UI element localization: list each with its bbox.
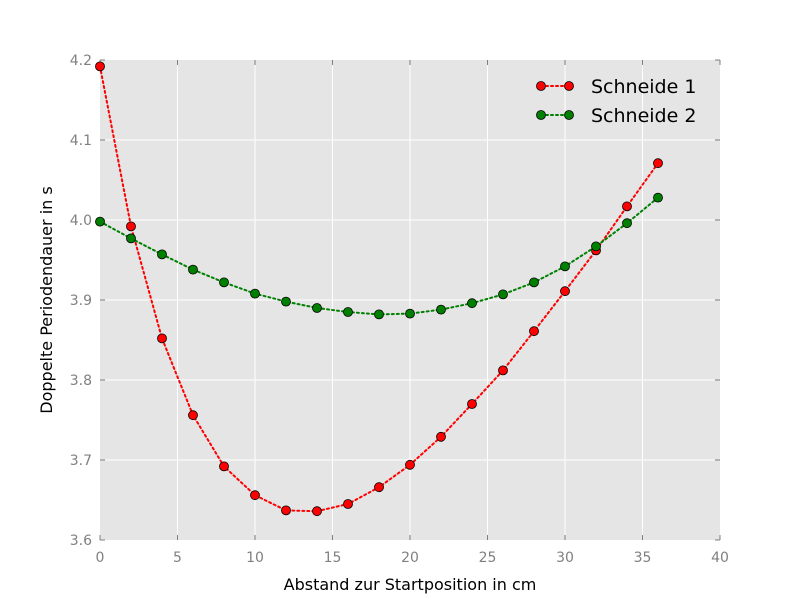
x-tick-label: 0 bbox=[96, 550, 105, 566]
legend-marker-1 bbox=[536, 81, 546, 91]
series-1-point bbox=[529, 326, 539, 337]
legend-marker-2 bbox=[536, 110, 546, 120]
series-2-point bbox=[250, 288, 260, 299]
series-2-point bbox=[126, 233, 136, 244]
y-tick-label: 3.9 bbox=[70, 293, 92, 309]
series-1-point bbox=[467, 399, 477, 409]
series-2-point bbox=[560, 261, 570, 272]
series-1-point bbox=[250, 490, 260, 501]
series-2-point bbox=[188, 264, 198, 275]
y-tick-label: 4.2 bbox=[70, 53, 92, 69]
series-2-point bbox=[157, 249, 167, 260]
series-2-point bbox=[374, 309, 384, 320]
series-1-point bbox=[281, 505, 291, 516]
series-2-point bbox=[281, 296, 291, 307]
series-2-point bbox=[343, 307, 353, 317]
legend-marker-1 bbox=[564, 81, 574, 91]
series-1-point bbox=[157, 333, 167, 344]
series-1-point bbox=[498, 365, 508, 376]
x-tick-label: 5 bbox=[173, 550, 182, 566]
series-2-point bbox=[622, 218, 632, 229]
series-1-point bbox=[374, 482, 384, 493]
y-tick-label: 3.6 bbox=[70, 533, 92, 549]
series-2-point bbox=[591, 241, 601, 252]
x-tick-label: 30 bbox=[556, 550, 574, 566]
y-tick-label: 3.8 bbox=[70, 373, 92, 389]
legend-marker-2 bbox=[564, 110, 574, 120]
series-1-point bbox=[405, 459, 415, 470]
series-1-point bbox=[653, 158, 663, 169]
series-2-point bbox=[405, 308, 415, 319]
legend-label-2: Schneide 2 bbox=[591, 105, 696, 127]
series-1-point bbox=[126, 221, 136, 232]
series-2-point bbox=[653, 192, 663, 203]
series-1-point bbox=[95, 61, 105, 72]
series-2-point bbox=[529, 277, 539, 288]
x-tick-label: 15 bbox=[324, 550, 342, 566]
series-1-point bbox=[312, 506, 322, 517]
series-1-point bbox=[560, 286, 570, 297]
x-tick-label: 25 bbox=[479, 550, 497, 566]
series-2-point bbox=[498, 289, 508, 300]
series-2-point bbox=[312, 303, 322, 313]
series-1-point bbox=[622, 201, 632, 212]
series-2-point bbox=[467, 298, 477, 309]
series-1-point bbox=[343, 499, 353, 509]
series-2-point bbox=[95, 216, 105, 227]
series-1-point bbox=[188, 410, 198, 421]
series-2-point bbox=[219, 277, 229, 288]
series-1-point bbox=[436, 431, 446, 442]
x-tick-label: 10 bbox=[246, 550, 264, 566]
y-axis-label: Doppelte Periodendauer in s bbox=[37, 186, 56, 413]
x-tick-label: 40 bbox=[711, 550, 729, 566]
x-axis-label: Abstand zur Startposition in cm bbox=[284, 575, 537, 594]
series-2-point bbox=[436, 304, 446, 315]
y-tick-label: 4.1 bbox=[70, 133, 92, 149]
legend-label-1: Schneide 1 bbox=[591, 76, 696, 98]
x-tick-label: 35 bbox=[634, 550, 652, 566]
series-1-point bbox=[219, 461, 229, 472]
x-tick-label: 20 bbox=[401, 550, 419, 566]
y-tick-label: 3.7 bbox=[70, 453, 92, 469]
y-tick-label: 4.0 bbox=[70, 213, 92, 229]
